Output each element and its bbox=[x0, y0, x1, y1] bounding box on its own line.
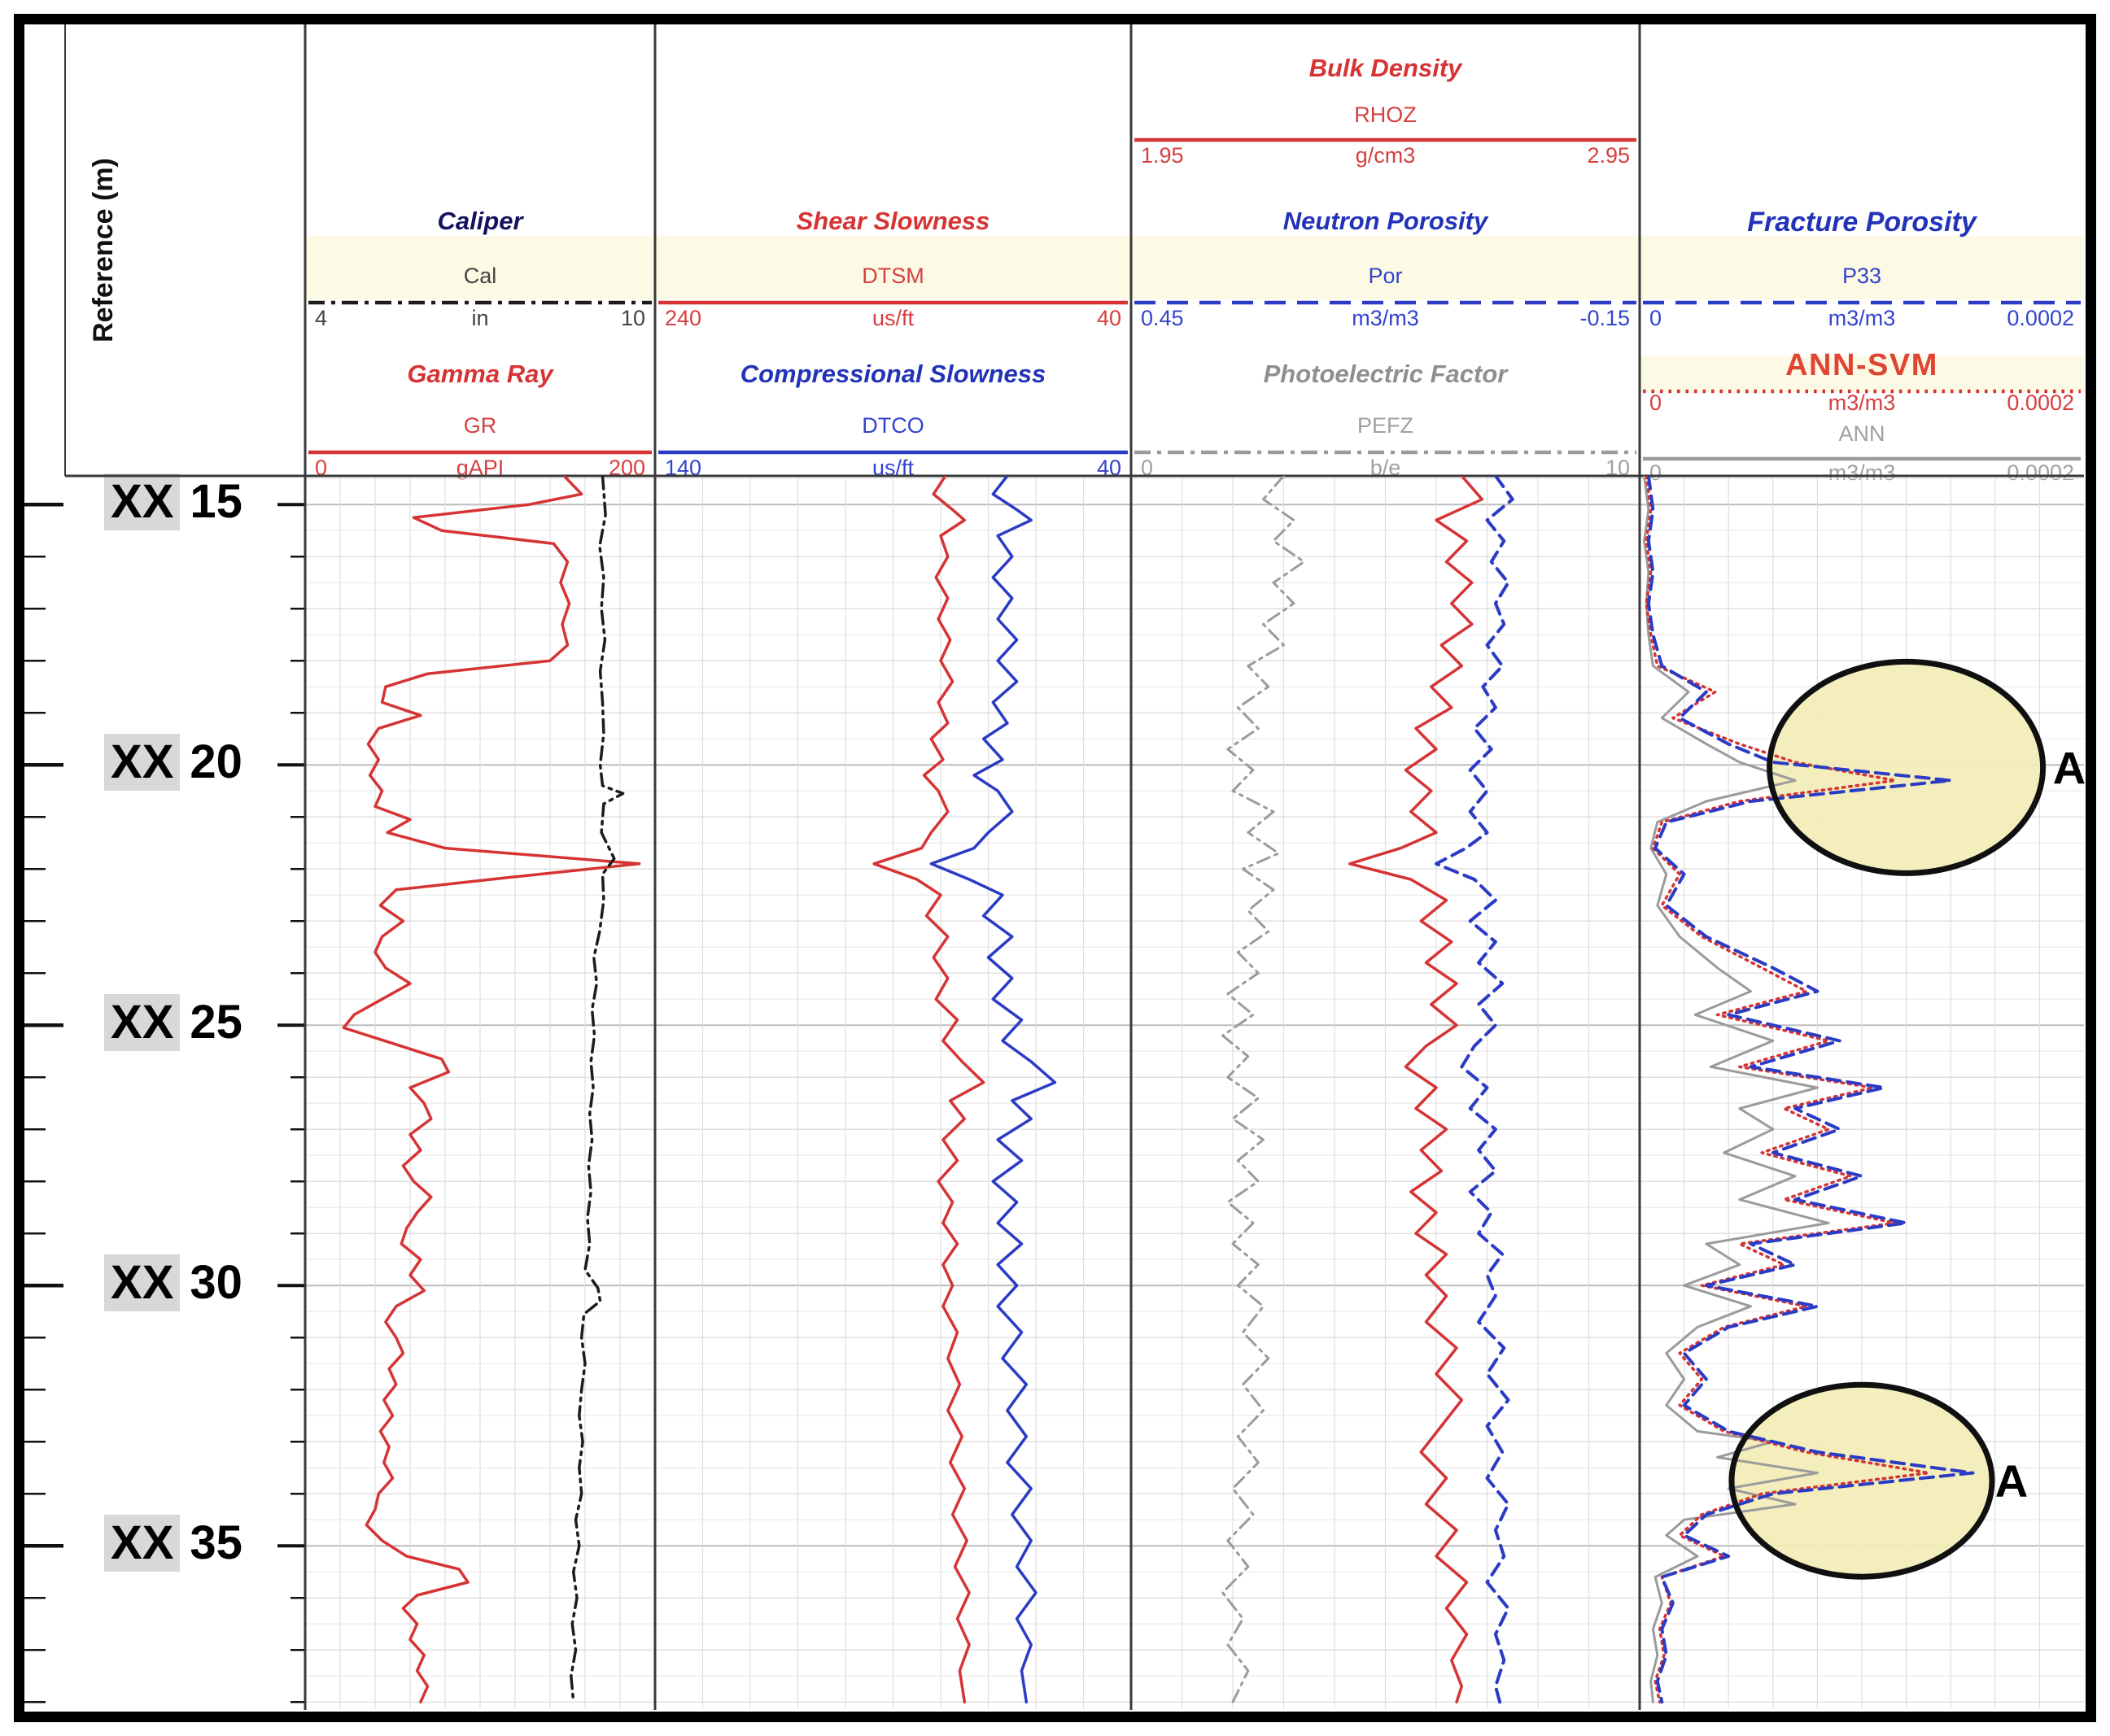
curve-title-Cal: Caliper bbox=[437, 207, 523, 235]
depth-ticks bbox=[24, 502, 305, 1703]
depth-label: XX 30 bbox=[68, 1254, 278, 1312]
header-highlight-band-annsvm bbox=[1640, 356, 2084, 392]
plot-grid bbox=[305, 476, 2084, 1708]
curve-title-PEFZ: Photoelectric Factor bbox=[1263, 360, 1508, 388]
track-header-track-4-fracture-porosity: Fracture Porosity P33 m3/m3 0 0.0002 ANN-SVM m… bbox=[1640, 24, 2084, 485]
curve-PEFZ bbox=[1221, 476, 1305, 1703]
scale-min-GR: 0 bbox=[315, 456, 328, 480]
curve-title-GR: Gamma Ray bbox=[407, 360, 553, 388]
curve-scale-DTSM: us/ft 240 40 bbox=[655, 306, 1131, 332]
curve-ANN bbox=[1643, 476, 1830, 1703]
scale-min-DTSM: 240 bbox=[665, 306, 702, 330]
curve-style-line-DTCO bbox=[658, 446, 1128, 455]
curve-scale-ANN-SVM: m3/m3 0 0.0002 bbox=[1640, 390, 2084, 417]
curve-style-line-DTSM bbox=[658, 296, 1128, 305]
curve-RHOZ bbox=[1348, 476, 1484, 1703]
curve-scale-ANN: m3/m3 0 0.0002 bbox=[1640, 460, 2084, 486]
curve-style-line-P33 bbox=[1643, 296, 2081, 305]
header-highlight-band bbox=[305, 236, 2084, 299]
curve-DTSM bbox=[872, 476, 985, 1703]
annotation-label: A bbox=[2053, 742, 2086, 793]
depth-label-value: 35 bbox=[190, 1516, 242, 1570]
curve-mnemonic-PEFZ: PEFZ bbox=[1356, 413, 1413, 438]
curve-Por bbox=[1435, 476, 1514, 1704]
depth-label: XX 35 bbox=[68, 1515, 278, 1572]
scale-max-Cal: 10 bbox=[620, 306, 645, 330]
scale-min-ANN-SVM: 0 bbox=[1649, 390, 1662, 415]
curve-mnemonic-DTCO: DTCO bbox=[862, 413, 924, 438]
highlight-ellipse bbox=[1767, 658, 2047, 876]
curve-style-line-RHOZ bbox=[1134, 133, 1636, 142]
scale-unit-Por: m3/m3 bbox=[1352, 306, 1419, 330]
track-2-slowness-curves bbox=[872, 476, 1057, 1703]
depth-label: XX 20 bbox=[68, 734, 278, 792]
curve-GR bbox=[342, 476, 641, 1703]
scale-unit-ANN-SVM: m3/m3 bbox=[1828, 390, 1896, 415]
scale-min-Por: 0.45 bbox=[1141, 306, 1184, 330]
depth-label-prefix: XX bbox=[104, 473, 181, 531]
depth-label: XX 15 bbox=[68, 473, 278, 531]
track-header-track-2-slowness: Shear Slowness DTSM us/ft 240 40 Compressiona… bbox=[655, 24, 1131, 480]
curve-mnemonic-P33: P33 bbox=[1841, 264, 1882, 288]
curve-scale-Cal: in 4 10 bbox=[305, 306, 655, 332]
curve-DTCO bbox=[929, 476, 1057, 1703]
depth-label-value: 20 bbox=[190, 735, 242, 789]
scale-min-PEFZ: 0 bbox=[1141, 456, 1154, 480]
scale-unit-RHOZ: g/cm3 bbox=[1355, 143, 1416, 168]
depth-label-value: 30 bbox=[190, 1256, 242, 1310]
curve-style-line-GR bbox=[308, 446, 652, 455]
scale-max-RHOZ: 2.95 bbox=[1587, 143, 1630, 168]
curve-title-P33: Fracture Porosity bbox=[1747, 207, 1977, 238]
curve-style-line-ANN bbox=[1643, 452, 2081, 461]
scale-unit-DTSM: us/ft bbox=[872, 306, 915, 330]
scale-max-DTSM: 40 bbox=[1096, 306, 1121, 330]
scale-min-RHOZ: 1.95 bbox=[1141, 143, 1184, 168]
highlight-ellipse-fill bbox=[1769, 661, 2043, 874]
curve-style-line-Por bbox=[1134, 296, 1636, 305]
scale-unit-Cal: in bbox=[471, 306, 489, 330]
curve-scale-Por: m3/m3 0.45 -0.15 bbox=[1131, 306, 1640, 332]
curve-title-DTSM: Shear Slowness bbox=[796, 207, 990, 235]
scale-max-ANN: 0.0002 bbox=[2007, 460, 2074, 485]
curve-mnemonic-RHOZ: RHOZ bbox=[1354, 103, 1417, 127]
scale-max-P33: 0.0002 bbox=[2007, 306, 2074, 330]
depth-label-value: 15 bbox=[190, 475, 242, 529]
curve-mnemonic-GR: GR bbox=[463, 413, 497, 438]
curve-mnemonic-Cal: Cal bbox=[463, 264, 497, 288]
track-4-fracture-porosity-curves bbox=[1643, 476, 1975, 1704]
curve-title-ANN-SVM: ANN-SVM bbox=[1785, 348, 1938, 382]
scale-max-ANN-SVM: 0.0002 bbox=[2007, 390, 2074, 415]
track-separators bbox=[64, 24, 2084, 1710]
depth-label-prefix: XX bbox=[104, 1254, 181, 1312]
highlight-ellipse bbox=[1728, 1381, 1995, 1580]
curve-mnemonic-DTSM: DTSM bbox=[862, 264, 924, 288]
scale-min-Cal: 4 bbox=[315, 306, 328, 330]
curve-mnemonic-Por: Por bbox=[1368, 264, 1403, 288]
annotation-label: A bbox=[1995, 1455, 2028, 1507]
curve-Cal bbox=[570, 476, 625, 1703]
track-1-caliper-gr-curves bbox=[342, 476, 641, 1703]
depth-label-prefix: XX bbox=[104, 1515, 181, 1572]
curve-mnemonic-ANN: ANN bbox=[1838, 421, 1885, 446]
track-header-track-3-density-neutron-pef: Bulk Density RHOZ g/cm3 1.95 2.95 Neutron Por… bbox=[1131, 24, 1640, 480]
depth-label-value: 25 bbox=[190, 996, 242, 1049]
track-3-density-neutron-pef-curves bbox=[1221, 476, 1514, 1704]
scale-max-Por: -0.15 bbox=[1579, 306, 1630, 330]
curve-scale-RHOZ: g/cm3 1.95 2.95 bbox=[1131, 143, 1640, 169]
curve-title-DTCO: Compressional Slowness bbox=[740, 360, 1046, 388]
depth-label-prefix: XX bbox=[104, 734, 181, 792]
curve-title-Por: Neutron Porosity bbox=[1282, 207, 1488, 235]
curve-ANN-SVM bbox=[1645, 476, 1930, 1703]
scale-unit-P33: m3/m3 bbox=[1828, 306, 1896, 330]
depth-label-prefix: XX bbox=[104, 994, 181, 1052]
curve-P33 bbox=[1646, 476, 1975, 1704]
scale-min-P33: 0 bbox=[1649, 306, 1662, 330]
depth-label: XX 25 bbox=[68, 994, 278, 1052]
curve-scale-P33: m3/m3 0 0.0002 bbox=[1640, 306, 2084, 332]
curve-title-RHOZ: Bulk Density bbox=[1308, 54, 1462, 82]
curve-style-line-Cal bbox=[308, 296, 652, 305]
